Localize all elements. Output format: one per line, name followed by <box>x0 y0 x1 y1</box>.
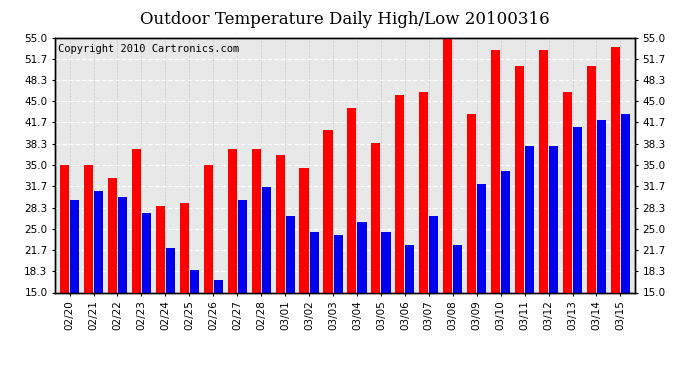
Bar <box>443 38 453 292</box>
Bar <box>549 146 558 292</box>
Bar <box>429 216 438 292</box>
Bar <box>563 92 572 292</box>
Bar <box>299 168 308 292</box>
Bar <box>491 50 500 292</box>
Text: Copyright 2010 Cartronics.com: Copyright 2010 Cartronics.com <box>58 44 239 54</box>
Bar <box>108 178 117 292</box>
Bar <box>357 222 366 292</box>
Bar <box>214 280 223 292</box>
Bar <box>539 50 548 292</box>
Bar <box>501 171 511 292</box>
Bar <box>262 188 270 292</box>
Bar <box>333 235 343 292</box>
Bar <box>371 143 380 292</box>
Bar <box>204 165 213 292</box>
Bar <box>420 92 428 292</box>
Bar <box>324 130 333 292</box>
Bar <box>395 95 404 292</box>
Bar <box>382 232 391 292</box>
Bar <box>252 149 261 292</box>
Bar <box>597 120 606 292</box>
Bar <box>94 190 103 292</box>
Bar <box>573 127 582 292</box>
Bar <box>118 197 127 292</box>
Bar <box>237 200 247 292</box>
Bar <box>132 149 141 292</box>
Bar <box>142 213 151 292</box>
Bar <box>453 245 462 292</box>
Bar <box>405 245 415 292</box>
Bar <box>310 232 319 292</box>
Bar <box>347 108 357 292</box>
Bar <box>525 146 534 292</box>
Bar <box>70 200 79 292</box>
Text: Outdoor Temperature Daily High/Low 20100316: Outdoor Temperature Daily High/Low 20100… <box>140 11 550 28</box>
Bar <box>621 114 630 292</box>
Bar <box>611 47 620 292</box>
Bar <box>156 206 165 292</box>
Bar <box>166 248 175 292</box>
Bar <box>190 270 199 292</box>
Bar <box>587 66 596 292</box>
Bar <box>286 216 295 292</box>
Bar <box>477 184 486 292</box>
Bar <box>84 165 93 292</box>
Bar <box>60 165 69 292</box>
Bar <box>467 114 476 292</box>
Bar <box>515 66 524 292</box>
Bar <box>179 203 189 292</box>
Bar <box>275 155 285 292</box>
Bar <box>228 149 237 292</box>
